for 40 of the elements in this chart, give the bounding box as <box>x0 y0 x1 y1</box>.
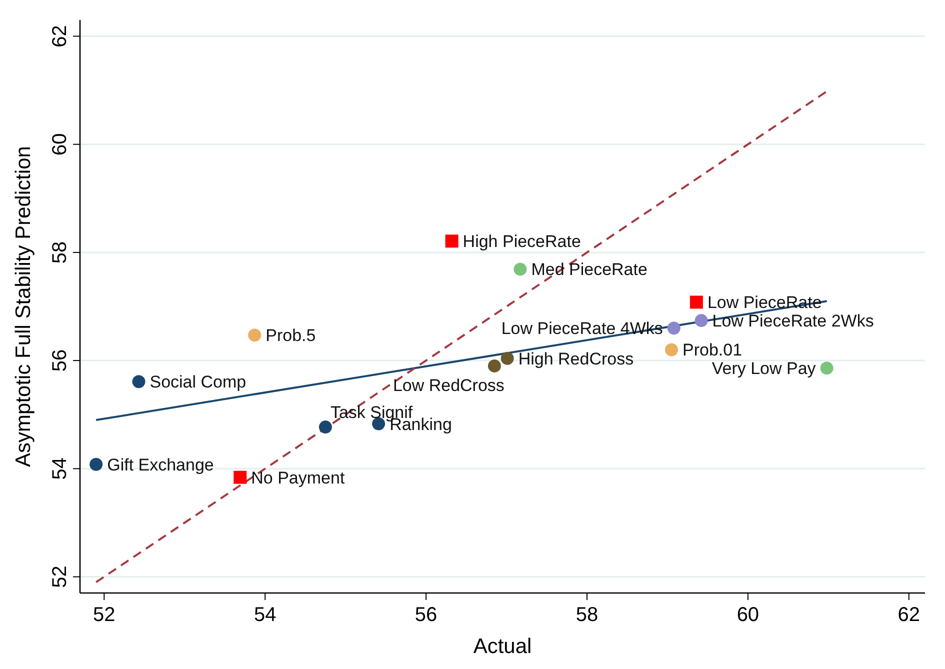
x-tick-label: 58 <box>576 604 598 626</box>
x-tick-label: 54 <box>254 604 276 626</box>
y-axis-title: Asymptotic Full Stability Prediction <box>12 146 35 467</box>
point <box>514 262 527 276</box>
annotation: No Payment <box>251 468 345 488</box>
point <box>820 362 834 375</box>
annotation: Low RedCross <box>392 376 504 395</box>
point <box>234 470 247 484</box>
x-tick-label: 62 <box>898 604 920 626</box>
point <box>694 314 708 328</box>
point <box>500 352 514 365</box>
y-tick-label: 60 <box>49 133 71 156</box>
annotation: High RedCross <box>518 349 634 368</box>
x-tick-label: 56 <box>414 604 438 626</box>
annotation: Med PieceRate <box>531 260 648 280</box>
annotation: Prob.5 <box>266 326 316 346</box>
point <box>90 458 103 471</box>
x-axis-title: Actual <box>473 635 532 658</box>
point <box>318 420 332 434</box>
point <box>445 234 458 248</box>
annotation: Social Comp <box>150 372 246 392</box>
y-tick-label: 56 <box>49 349 71 372</box>
point <box>667 322 680 335</box>
annotation: Low PieceRate <box>707 293 822 312</box>
x-tick-label: 60 <box>736 604 760 626</box>
annotation: Very Low Pay <box>712 359 816 378</box>
annotation: Gift Exchange <box>107 455 214 474</box>
point <box>488 359 501 372</box>
y-tick-label: 54 <box>49 458 71 480</box>
point <box>132 375 146 388</box>
point <box>665 343 678 356</box>
point <box>690 296 703 309</box>
annotation: High PieceRate <box>462 232 581 252</box>
annotation: Prob.01 <box>682 340 742 360</box>
annotation: Low PieceRate 2Wks <box>712 312 874 331</box>
point <box>248 328 262 342</box>
y-tick-label: 52 <box>49 566 71 588</box>
y-tick-label: 58 <box>49 241 71 264</box>
x-tick-label: 52 <box>93 604 116 626</box>
y-tick-label: 62 <box>49 25 71 48</box>
